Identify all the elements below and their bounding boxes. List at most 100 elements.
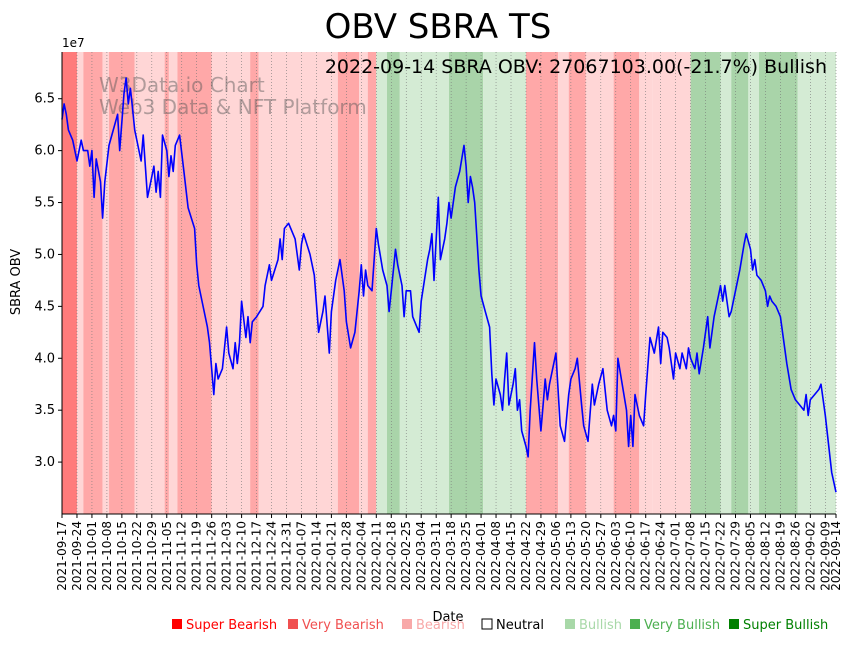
x-tick-label: 2022-08-26 bbox=[788, 521, 802, 591]
y-tick-label: 5.0 bbox=[34, 247, 55, 262]
band-very_bearish bbox=[83, 52, 103, 514]
band-bearish bbox=[134, 52, 165, 514]
band-bearish bbox=[211, 52, 251, 514]
chart-title: OBV SBRA TS bbox=[325, 7, 552, 47]
y-tick-label: 3.0 bbox=[34, 455, 55, 470]
band-very_bearish bbox=[337, 52, 360, 514]
x-tick-label: 2022-08-05 bbox=[743, 521, 757, 591]
band-very_bearish bbox=[525, 52, 559, 514]
x-tick-label: 2021-10-22 bbox=[130, 521, 144, 591]
band-bullish bbox=[376, 52, 387, 514]
band-very_bearish bbox=[250, 52, 259, 514]
x-tick-label: 2021-12-10 bbox=[235, 521, 249, 591]
x-tick-label: 2022-05-27 bbox=[594, 521, 608, 591]
band-bullish bbox=[483, 52, 526, 514]
series-line bbox=[61, 77, 837, 493]
x-tick-label: 2022-07-22 bbox=[714, 521, 728, 591]
x-tick-label: 2022-07-15 bbox=[699, 521, 713, 591]
x-tick-label: 2021-11-05 bbox=[160, 521, 174, 591]
x-tick-label: 2022-06-03 bbox=[609, 521, 623, 591]
x-tick-label: 2021-11-19 bbox=[190, 521, 204, 591]
band-very_bearish bbox=[177, 52, 212, 514]
y-tick-label: 5.5 bbox=[34, 196, 55, 211]
x-tick-label: 2021-10-01 bbox=[85, 521, 99, 591]
x-tick-label: 2022-03-25 bbox=[459, 521, 473, 591]
x-tick-label: 2021-12-31 bbox=[280, 521, 294, 591]
band-bearish bbox=[558, 52, 569, 514]
band-bearish bbox=[258, 52, 338, 514]
band-super_bearish bbox=[62, 52, 77, 514]
band-bullish bbox=[748, 52, 760, 514]
x-tick-label: 2021-11-26 bbox=[205, 521, 219, 591]
legend-label-super_bearish: Super Bearish bbox=[186, 618, 277, 633]
band-bearish bbox=[359, 52, 368, 514]
x-tick-label: 2021-12-17 bbox=[250, 521, 264, 591]
obv-series bbox=[61, 77, 837, 493]
x-tick-label: 2022-05-06 bbox=[549, 521, 563, 591]
x-tick-label: 2022-04-22 bbox=[519, 521, 533, 591]
band-bullish bbox=[720, 52, 732, 514]
band-bullish bbox=[797, 52, 836, 514]
legend-label-bullish: Bullish bbox=[579, 618, 622, 633]
band-bearish bbox=[652, 52, 691, 514]
legend-label-bearish: Bearish bbox=[416, 618, 465, 633]
x-tick-label: 2022-01-14 bbox=[309, 521, 323, 591]
x-tick-label: 2022-02-04 bbox=[354, 521, 368, 591]
x-tick-label: 2022-03-04 bbox=[414, 521, 428, 591]
x-tick-label: 2022-04-01 bbox=[474, 521, 488, 591]
legend-swatch-super_bullish bbox=[729, 619, 739, 629]
watermark-line-2: Web3 Data & NFT Platform bbox=[99, 95, 367, 119]
band-bearish bbox=[585, 52, 614, 514]
x-tick-label: 2022-06-24 bbox=[654, 521, 668, 591]
x-tick-label: 2021-10-15 bbox=[115, 521, 129, 591]
band-very_bullish bbox=[731, 52, 749, 514]
band-bearish bbox=[76, 52, 84, 514]
legend-swatch-bullish bbox=[565, 619, 575, 629]
legend-label-neutral: Neutral bbox=[496, 618, 544, 633]
x-tick-label: 2022-07-29 bbox=[729, 521, 743, 591]
x-tick-label: 2022-03-18 bbox=[444, 521, 458, 591]
legend-swatch-super_bearish bbox=[172, 619, 182, 629]
chart-annotation: 2022-09-14 SBRA OBV: 27067103.00(-21.7%)… bbox=[325, 56, 827, 78]
legend-swatch-very_bullish bbox=[630, 619, 640, 629]
x-tick-label: 2022-07-01 bbox=[669, 521, 683, 591]
x-tick-label: 2022-09-09 bbox=[818, 521, 832, 591]
x-tick-label: 2022-09-02 bbox=[803, 521, 817, 591]
band-very_bullish bbox=[386, 52, 400, 514]
x-tick-label: 2021-09-17 bbox=[55, 521, 69, 591]
x-tick-label: 2021-09-24 bbox=[70, 521, 84, 591]
y-axis-label: SBRA OBV bbox=[9, 249, 24, 315]
legend-label-very_bullish: Very Bullish bbox=[644, 618, 720, 633]
x-tick-label: 2022-05-13 bbox=[564, 521, 578, 591]
y-tick-label: 3.5 bbox=[34, 403, 55, 418]
x-tick-label: 2022-06-17 bbox=[639, 521, 653, 591]
x-tick-label: 2021-10-08 bbox=[100, 521, 114, 591]
band-very_bearish bbox=[613, 52, 640, 514]
x-tick-label: 2022-06-10 bbox=[624, 521, 638, 591]
axes: 3.0 3.5 4.0 4.5 5.0 5.5 6.0 6.5 2021-09-17 2021-0… bbox=[34, 52, 843, 591]
x-tick-label: 2022-08-19 bbox=[773, 521, 787, 591]
x-tick-label: 2022-09-14 bbox=[829, 521, 843, 591]
band-bearish bbox=[168, 52, 178, 514]
x-tick-label: 2022-02-11 bbox=[369, 521, 383, 591]
legend-label-very_bearish: Very Bearish bbox=[302, 618, 384, 633]
y-tick-label: 6.0 bbox=[34, 144, 55, 159]
band-very_bullish bbox=[759, 52, 798, 514]
x-axis-label: Date bbox=[432, 610, 463, 625]
x-tick-label: 2021-12-24 bbox=[265, 521, 279, 591]
legend-label-super_bullish: Super Bullish bbox=[743, 618, 828, 633]
x-tick-label: 2022-05-20 bbox=[579, 521, 593, 591]
x-tick-label: 2022-01-07 bbox=[294, 521, 308, 591]
x-tick-label: 2022-04-15 bbox=[504, 521, 518, 591]
y-scale-label: 1e7 bbox=[62, 36, 85, 50]
legend-swatch-bearish bbox=[402, 619, 412, 629]
y-tick-label: 6.5 bbox=[34, 92, 55, 107]
date-gridlines bbox=[61, 52, 837, 514]
x-tick-label: 2021-11-12 bbox=[175, 521, 189, 591]
band-bearish bbox=[102, 52, 110, 514]
legend: Super Bearish Very Bearish Bearish Neutral B… bbox=[172, 618, 828, 633]
x-tick-label: 2022-01-21 bbox=[324, 521, 338, 591]
x-tick-label: 2022-02-25 bbox=[399, 521, 413, 591]
legend-swatch-neutral bbox=[481, 618, 493, 630]
